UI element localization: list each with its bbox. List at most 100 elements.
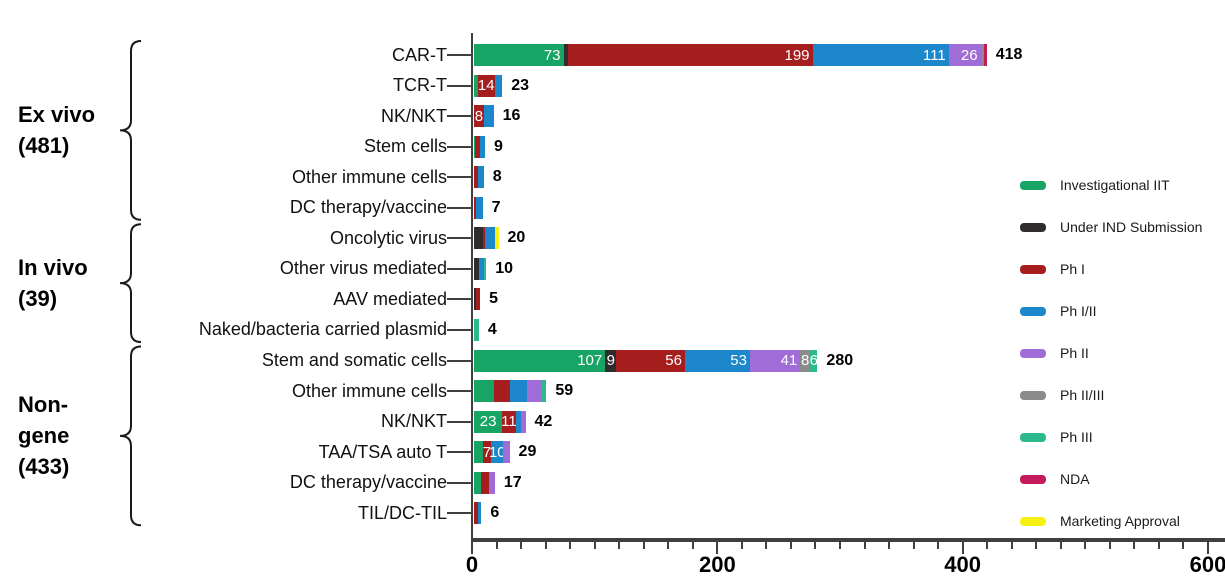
- row-label: Stem cells: [363, 136, 447, 157]
- bar-total-label: 23: [511, 76, 529, 94]
- segment-value-label: 14: [477, 77, 495, 95]
- segment-iit: [474, 380, 494, 403]
- bar-total-label: 9: [494, 137, 503, 155]
- legend-item: Ph II/III: [1020, 385, 1104, 405]
- segment-ph3: [474, 318, 479, 341]
- y-tick: [447, 451, 471, 454]
- bar-row: Other immune cells 8: [0, 162, 1225, 193]
- segment-ind: [474, 257, 479, 280]
- bar-row: DC therapy/vaccine 7: [0, 192, 1225, 223]
- legend-item: Ph I: [1020, 259, 1085, 279]
- x-minor-tick: [544, 542, 547, 549]
- x-minor-tick: [1133, 542, 1136, 549]
- y-axis-line: [471, 33, 473, 540]
- row-label: TAA/TSA auto T: [318, 441, 447, 462]
- segment-value-label: 8: [474, 107, 484, 125]
- row-label: NK/NKT: [380, 411, 447, 432]
- x-tick-label: 400: [944, 552, 982, 577]
- bar-row: TCR-T 14 23: [0, 70, 1225, 101]
- x-minor-tick: [691, 542, 694, 549]
- segment-value-label: 56: [665, 352, 682, 369]
- segment-iit: [474, 441, 483, 464]
- segment-ph1: 7: [482, 441, 492, 464]
- segment-value-label: 199: [784, 46, 810, 64]
- segment-ph2: [488, 471, 495, 494]
- x-minor-tick: [765, 542, 768, 549]
- segment-mkt: [494, 227, 499, 250]
- bar-total-label: 20: [507, 229, 526, 247]
- bar-row: NK/NKT 23 11 42: [0, 406, 1225, 437]
- stacked-bar: 14: [474, 74, 503, 97]
- stacked-bar: 7 10: [474, 441, 510, 464]
- x-minor-tick: [986, 542, 989, 549]
- bar-row: Oncolytic virus 20: [0, 223, 1225, 254]
- bar-row: TAA/TSA auto T 7 10 29: [0, 437, 1225, 468]
- x-minor-tick: [839, 542, 841, 549]
- bar-total-label: 59: [555, 382, 574, 400]
- segment-iit: 107: [474, 349, 606, 372]
- stacked-bar: [474, 380, 547, 403]
- x-major-tick: [471, 542, 473, 554]
- bar-total-label: 280: [826, 351, 854, 369]
- legend-label: NDA: [1060, 471, 1090, 487]
- legend-label: Ph II/III: [1060, 387, 1105, 403]
- bar-row: Other immune cells 59: [0, 376, 1225, 407]
- x-minor-tick: [1182, 542, 1185, 549]
- segment-ind: [474, 288, 477, 311]
- segment-value-label: 11: [501, 413, 517, 431]
- row-label: AAV mediated: [333, 288, 447, 309]
- bar-total-label: 29: [518, 443, 537, 461]
- segment-ph1: 199: [568, 44, 813, 66]
- bar-total-label: 7: [491, 198, 501, 216]
- row-label: TIL/DC-TIL: [357, 502, 447, 523]
- legend-item: Ph III: [1020, 427, 1093, 447]
- segment-ph1: [474, 166, 478, 189]
- legend-label: Marketing Approval: [1060, 513, 1180, 529]
- segment-ph1_2: 10: [489, 441, 506, 464]
- segment-ph2: [503, 441, 510, 464]
- y-tick: [447, 237, 471, 240]
- bar-row: Stem and somatic cells 107 9 56 53 41 8 6 280: [0, 345, 1225, 376]
- y-tick: [447, 328, 471, 331]
- x-minor-tick: [789, 542, 792, 549]
- bar-total-label: 4: [487, 320, 497, 338]
- stacked-bar: [474, 227, 499, 250]
- x-minor-tick: [863, 542, 866, 549]
- legend-swatch: [1020, 432, 1046, 442]
- stacked-bar: 107 9 56 53 41 8 6: [474, 349, 818, 372]
- stacked-bar: 8: [474, 105, 494, 128]
- segment-ph1: 56: [616, 349, 685, 372]
- segment-value-label: 6: [809, 352, 818, 369]
- segment-value-label: 111: [922, 46, 946, 64]
- segment-value-label: 7: [482, 443, 492, 461]
- x-minor-tick: [888, 542, 891, 549]
- bar-total-label: 16: [502, 107, 521, 125]
- x-tick-label: 0: [465, 552, 479, 577]
- stacked-bar: [474, 196, 483, 219]
- segment-ph1_2: [476, 196, 483, 219]
- segment-ph1: [474, 502, 478, 525]
- legend-item: Ph II: [1020, 343, 1089, 363]
- legend-swatch: [1020, 516, 1046, 526]
- y-tick: [447, 359, 471, 362]
- segment-iit: 73: [474, 44, 564, 66]
- segment-ph1_2: 53: [684, 349, 750, 372]
- segment-ph1_2: [477, 502, 482, 525]
- row-label: CAR-T: [392, 44, 447, 65]
- segment-ph1: [476, 288, 481, 311]
- y-tick: [447, 390, 471, 393]
- stacked-bar: [474, 288, 481, 311]
- segment-ph1_2: [483, 105, 494, 128]
- segment-ph2_3: 8: [800, 349, 811, 372]
- segment-ph1: [475, 135, 481, 158]
- segment-value-label: 8: [800, 352, 810, 369]
- bar-row: AAV mediated 5: [0, 284, 1225, 315]
- stacked-bar: [474, 257, 487, 280]
- stacked-bar: [474, 318, 479, 341]
- row-label: Other immune cells: [291, 380, 447, 401]
- segment-ph2: [526, 380, 542, 403]
- bar-row: CAR-T 73 199 111 26 418: [0, 40, 1225, 71]
- stacked-bar: [474, 135, 486, 158]
- segment-ph1_2: [485, 227, 495, 250]
